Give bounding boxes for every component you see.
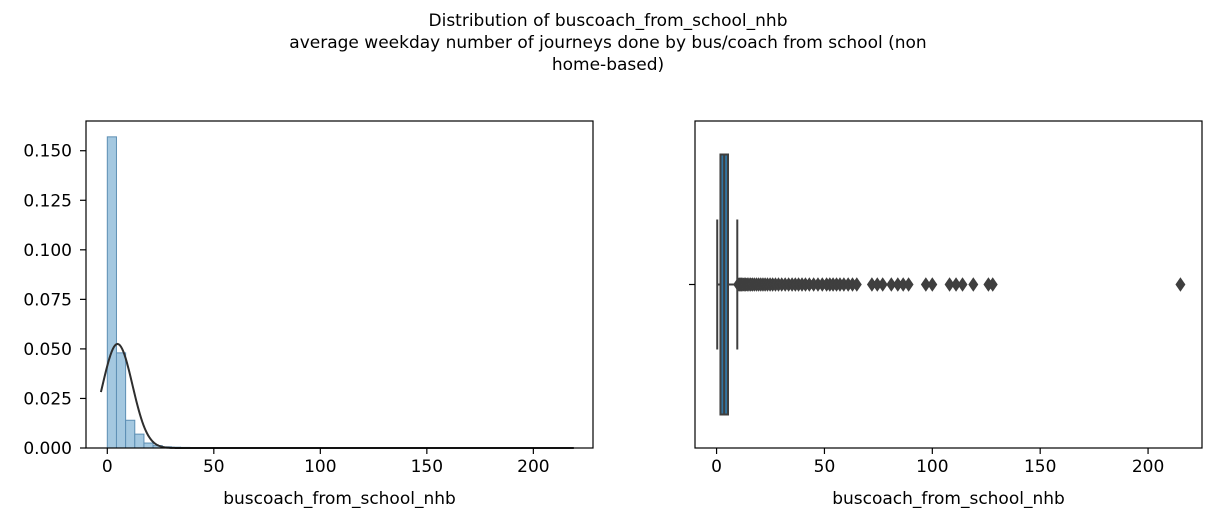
- histogram-y-tick-label: 0.100: [23, 241, 72, 261]
- histogram-bars: [106, 136, 218, 449]
- boxplot-panel: 0 50 100 150 200 buscoach_from_school_nhb: [689, 120, 1203, 509]
- boxplot-outlier: [877, 277, 888, 292]
- histogram-x-ticks: 0 50 100 150 200: [102, 448, 550, 477]
- boxplot-x-axis-label: buscoach_from_school_nhb: [832, 489, 1065, 509]
- histogram-x-tick-label: 200: [517, 457, 549, 477]
- kde-curve: [99, 342, 574, 449]
- histogram-bar: [106, 136, 117, 449]
- boxplot-outlier: [903, 277, 914, 292]
- figure-title-line-2: average weekday number of journeys done …: [289, 33, 927, 53]
- boxplot-outlier: [1175, 277, 1186, 292]
- histogram-x-axis-label: buscoach_from_school_nhb: [223, 489, 456, 509]
- boxplot-outlier: [968, 277, 979, 292]
- histogram-y-tick-label: 0.150: [23, 142, 72, 162]
- histogram-x-tick-label: 100: [304, 457, 336, 477]
- boxplot-x-tick-label: 50: [814, 457, 836, 477]
- boxplot-outlier: [851, 277, 862, 292]
- histogram-x-tick-label: 150: [411, 457, 443, 477]
- boxplot-outliers: [733, 277, 1186, 292]
- histogram-y-tick-label: 0.075: [23, 290, 72, 310]
- boxplot-x-tick-label: 200: [1132, 457, 1164, 477]
- figure-title: Distribution of buscoach_from_school_nhb…: [0, 10, 1216, 76]
- histogram-axes-frame: [85, 120, 594, 449]
- histogram-panel: 0 50 100 150 200 0.0000.0250.0500.0750.1000.…: [23, 120, 594, 509]
- figure-title-line-1: Distribution of buscoach_from_school_nhb: [428, 11, 788, 31]
- boxplot-outlier: [987, 277, 998, 292]
- boxplot-x-tick-label: 100: [916, 457, 948, 477]
- histogram-y-tick-label: 0.050: [23, 340, 72, 360]
- boxplot-x-tick-label: 0: [711, 457, 722, 477]
- histogram-bar: [125, 419, 136, 449]
- figure-title-line-3: home-based): [551, 55, 665, 75]
- histogram-y-tick-label: 0.125: [23, 191, 72, 211]
- histogram-y-tick-label: 0.000: [23, 439, 72, 459]
- histogram-x-tick-label: 0: [102, 457, 113, 477]
- histogram-bar: [143, 442, 154, 449]
- histogram-y-ticks: 0.000 0.025 0.050 0.075 0.100 0.125 0.150: [23, 142, 86, 459]
- histogram-bar: [134, 433, 145, 449]
- boxplot-body: [716, 153, 739, 416]
- boxplot-outlier: [927, 277, 938, 292]
- boxplot-x-tick-label: 150: [1024, 457, 1056, 477]
- boxplot-axes-frame: [694, 120, 1203, 449]
- histogram-bar: [115, 352, 127, 449]
- histogram-x-tick-label: 50: [203, 457, 225, 477]
- boxplot-x-ticks: 0 50 100 150 200: [711, 448, 1164, 477]
- histogram-y-tick-label: 0.025: [23, 389, 72, 409]
- boxplot-outlier: [957, 277, 968, 292]
